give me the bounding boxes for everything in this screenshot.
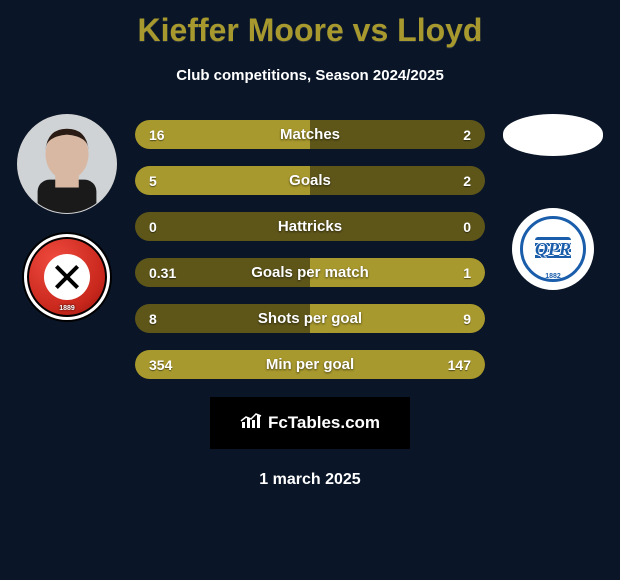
stat-label: Goals	[135, 166, 485, 195]
player-photo-icon	[18, 115, 116, 213]
badge-year: 1889	[24, 305, 110, 312]
subtitle: Club competitions, Season 2024/2025	[0, 67, 620, 84]
date-label: 1 march 2025	[0, 471, 620, 489]
left-player-avatar	[17, 114, 117, 214]
stat-row: 8Shots per goal9	[135, 304, 485, 333]
stat-row: 354Min per goal147	[135, 350, 485, 379]
right-player-column: QPR 1882	[499, 114, 607, 292]
badge-year: 1882	[510, 273, 596, 280]
left-club-badge: 1889	[24, 234, 110, 320]
stat-value-right: 9	[463, 304, 471, 333]
stats-column: 16Matches2 5Goals2 0Hattricks0 0.31Goals pe…	[135, 114, 485, 379]
left-player-column: 1889	[13, 114, 121, 320]
crossed-swords-icon	[52, 262, 82, 292]
stat-value-right: 0	[463, 212, 471, 241]
stat-row: 0.31Goals per match1	[135, 258, 485, 287]
stat-row: 0Hattricks0	[135, 212, 485, 241]
stat-value-right: 1	[463, 258, 471, 287]
stat-value-right: 2	[463, 166, 471, 195]
stat-value-right: 147	[448, 350, 471, 379]
stat-row: 5Goals2	[135, 166, 485, 195]
footer-brand-badge: FcTables.com	[210, 397, 410, 449]
stat-row: 16Matches2	[135, 120, 485, 149]
stat-label: Matches	[135, 120, 485, 149]
badge-inner-circle	[44, 254, 90, 300]
chart-icon	[240, 412, 262, 435]
stat-label: Goals per match	[135, 258, 485, 287]
stat-label: Hattricks	[135, 212, 485, 241]
stat-label: Shots per goal	[135, 304, 485, 333]
comparison-area: 1889 16Matches2 5Goals2 0Hattricks0 0.31Goa…	[0, 114, 620, 379]
stat-label: Min per goal	[135, 350, 485, 379]
page-title: Kieffer Moore vs Lloyd	[0, 0, 620, 49]
right-player-avatar	[503, 114, 603, 156]
footer-brand-text: FcTables.com	[268, 413, 380, 433]
stat-value-right: 2	[463, 120, 471, 149]
right-club-badge: QPR 1882	[510, 206, 596, 292]
